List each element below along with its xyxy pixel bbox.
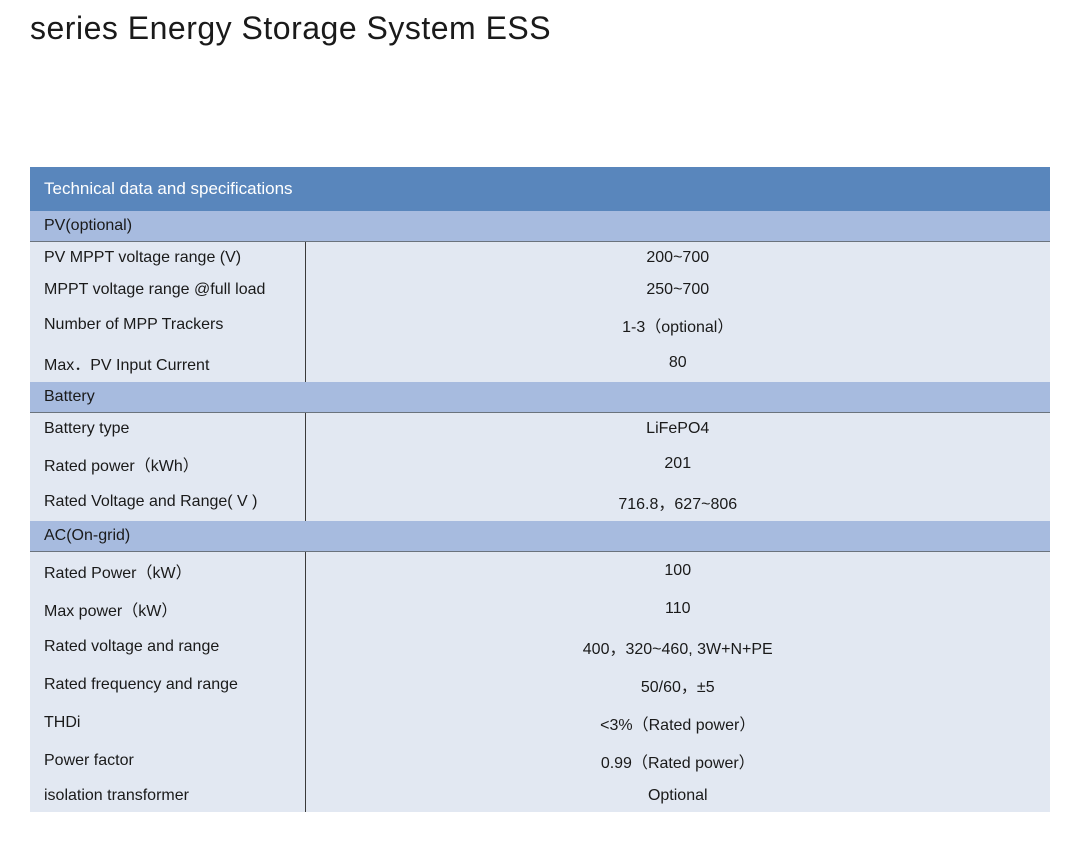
table-row: isolation transformerOptional [30,780,1050,812]
spec-value: <3%（Rated power） [305,704,1050,742]
table-row: Max．PV Input Current80 [30,344,1050,382]
spec-value: 250~700 [305,274,1050,306]
spec-label: Rated frequency and range [30,666,305,704]
spec-value: 80 [305,344,1050,382]
table-row: Rated frequency and range50/60，±5 [30,666,1050,704]
table-row: Rated voltage and range400，320~460, 3W+N… [30,628,1050,666]
spec-value: 200~700 [305,242,1050,275]
section-header-cell: Battery [30,382,1050,413]
spec-value: 110 [305,590,1050,628]
spec-value: 716.8，627~806 [305,483,1050,521]
table-row: Power factor0.99（Rated power） [30,742,1050,780]
table-row: Rated power（kWh）201 [30,445,1050,483]
spec-value: 100 [305,552,1050,591]
spec-label: Number of MPP Trackers [30,306,305,344]
table-row: Rated Power（kW）100 [30,552,1050,591]
spec-label: Max．PV Input Current [30,344,305,382]
spec-label: Power factor [30,742,305,780]
spec-label: Battery type [30,413,305,446]
table-row: Battery typeLiFePO4 [30,413,1050,446]
table-row: Max power（kW）110 [30,590,1050,628]
spec-value: 50/60，±5 [305,666,1050,704]
section-header: AC(On-grid) [30,521,1050,552]
section-header-cell: PV(optional) [30,211,1050,242]
spec-label: Max power（kW） [30,590,305,628]
table-header-cell: Technical data and specifications [30,167,1050,211]
spec-value: 201 [305,445,1050,483]
spec-value: LiFePO4 [305,413,1050,446]
page-title: series Energy Storage System ESS [30,10,1050,47]
spec-label: THDi [30,704,305,742]
table-row: PV MPPT voltage range (V)200~700 [30,242,1050,275]
spec-label: MPPT voltage range @full load [30,274,305,306]
spec-label: PV MPPT voltage range (V) [30,242,305,275]
spec-value: 400，320~460, 3W+N+PE [305,628,1050,666]
spec-label: Rated voltage and range [30,628,305,666]
spec-label: Rated power（kWh） [30,445,305,483]
spec-label: isolation transformer [30,780,305,812]
spec-value: 1-3（optional） [305,306,1050,344]
table-row: Rated Voltage and Range( V )716.8，627~80… [30,483,1050,521]
section-header: PV(optional) [30,211,1050,242]
spec-label: Rated Power（kW） [30,552,305,591]
spec-table: Technical data and specificationsPV(opti… [30,167,1050,812]
spec-value: 0.99（Rated power） [305,742,1050,780]
section-header: Battery [30,382,1050,413]
table-row: THDi<3%（Rated power） [30,704,1050,742]
spec-value: Optional [305,780,1050,812]
table-row: Number of MPP Trackers1-3（optional） [30,306,1050,344]
section-header-cell: AC(On-grid) [30,521,1050,552]
table-header: Technical data and specifications [30,167,1050,211]
spec-label: Rated Voltage and Range( V ) [30,483,305,521]
table-row: MPPT voltage range @full load250~700 [30,274,1050,306]
